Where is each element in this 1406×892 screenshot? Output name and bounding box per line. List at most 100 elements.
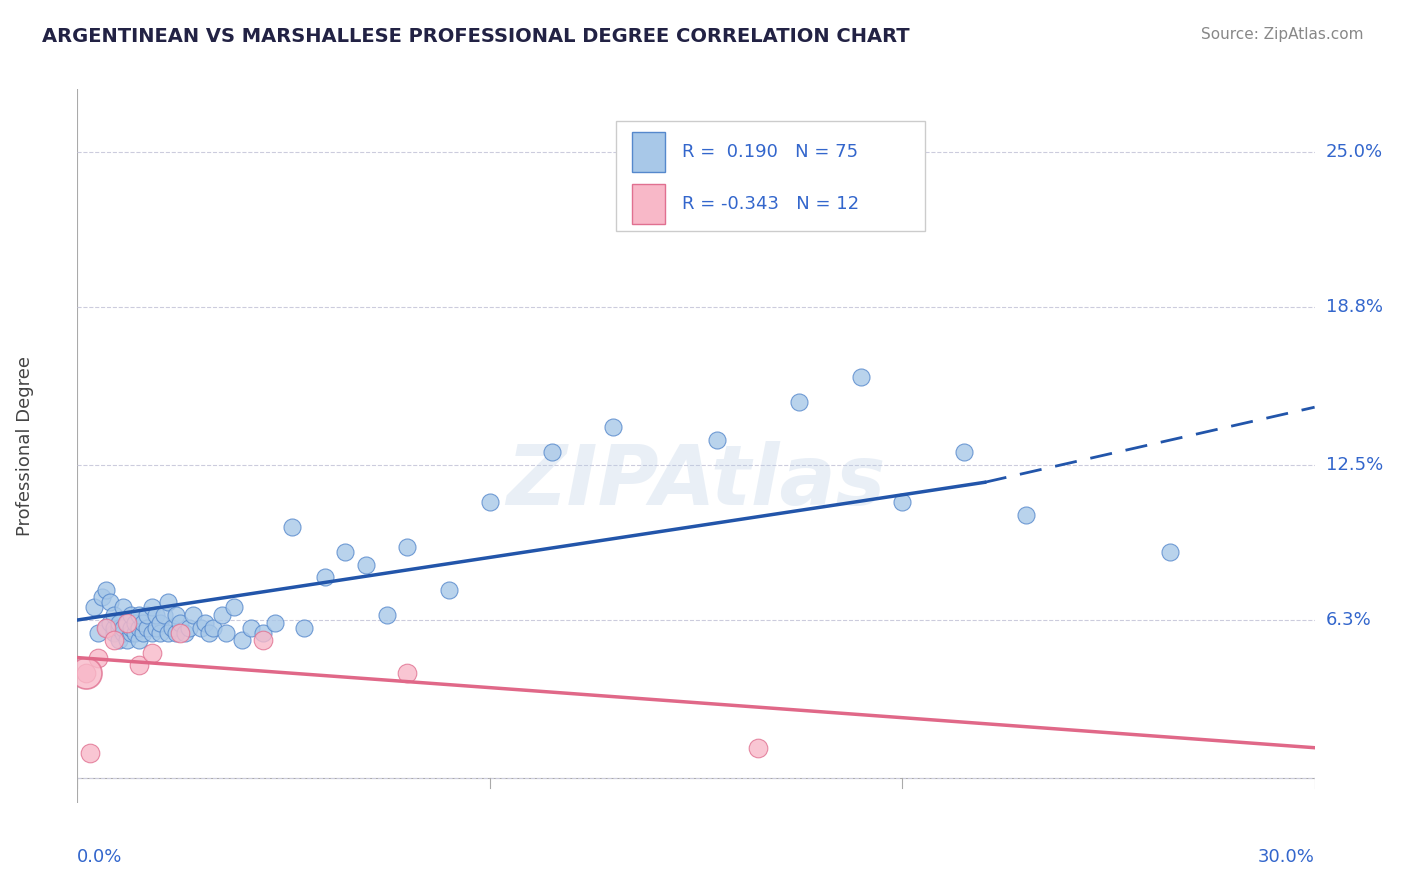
Text: R = -0.343   N = 12: R = -0.343 N = 12 [682,194,859,213]
Point [107,633,129,648]
Point [190,621,212,635]
Text: ZIPAtlas: ZIPAtlas [506,442,886,522]
Point [157,625,180,640]
Point [75,665,97,680]
Point [1015,508,1038,522]
Point [96,582,118,597]
Text: R =  0.190   N = 75: R = 0.190 N = 75 [682,143,858,161]
Point [211,607,233,622]
Point [437,582,460,597]
Point [98,615,121,630]
Point [98,595,121,609]
Point [281,520,304,534]
Point [747,740,769,755]
Point [264,615,287,630]
Point [145,607,167,622]
Point [111,621,134,635]
Point [231,633,253,648]
Text: Professional Degree: Professional Degree [17,356,34,536]
Text: 6.3%: 6.3% [1326,611,1371,629]
Point [222,600,245,615]
Point [96,621,118,635]
Point [215,625,238,640]
Point [169,615,191,630]
Point [165,607,187,622]
Point [120,607,142,622]
Point [252,633,274,648]
Point [120,625,142,640]
Point [354,558,377,572]
Point [1159,545,1181,559]
Point [79,746,101,760]
Point [478,495,501,509]
Text: ARGENTINEAN VS MARSHALLESE PROFESSIONAL DEGREE CORRELATION CHART: ARGENTINEAN VS MARSHALLESE PROFESSIONAL … [42,27,910,45]
Point [120,621,142,635]
Text: 18.8%: 18.8% [1326,298,1382,316]
Point [181,607,204,622]
Point [128,658,150,673]
Text: 0.0%: 0.0% [77,848,122,866]
Point [103,607,125,622]
Point [157,595,180,609]
Point [165,625,187,640]
Point [149,625,172,640]
Point [136,621,159,635]
Point [706,433,728,447]
Text: Source: ZipAtlas.com: Source: ZipAtlas.com [1201,27,1364,42]
Point [128,633,150,648]
Point [153,607,176,622]
Point [141,600,163,615]
Point [169,625,191,640]
Point [540,445,562,459]
Point [83,600,105,615]
Point [141,646,163,660]
Point [314,570,336,584]
Point [849,370,872,384]
Point [124,615,146,630]
Point [602,420,624,434]
Point [87,625,110,640]
Point [252,625,274,640]
Point [91,591,114,605]
Point [198,625,221,640]
Point [103,625,125,640]
Point [375,607,398,622]
Point [96,621,118,635]
Text: 25.0%: 25.0% [1326,143,1384,161]
Point [141,625,163,640]
Point [115,615,138,630]
Point [115,633,138,648]
Point [87,650,110,665]
Point [111,600,134,615]
Point [292,621,315,635]
Point [136,607,159,622]
Point [396,665,419,680]
Point [787,395,810,409]
Point [202,621,225,635]
Point [103,621,125,635]
FancyBboxPatch shape [633,132,665,172]
Point [396,541,419,555]
Point [132,625,155,640]
Point [128,621,150,635]
Point [107,621,129,635]
Point [335,545,357,559]
Point [160,621,183,635]
Point [177,621,200,635]
Point [173,625,195,640]
Point [132,615,155,630]
Point [128,607,150,622]
Point [103,633,125,648]
FancyBboxPatch shape [633,184,665,224]
Point [194,615,217,630]
Text: 12.5%: 12.5% [1326,456,1384,474]
Point [111,625,134,640]
Point [149,615,172,630]
Point [953,445,976,459]
Point [145,621,167,635]
FancyBboxPatch shape [616,121,925,231]
Point [891,495,914,509]
Point [75,665,97,680]
Point [239,621,262,635]
Point [124,625,146,640]
